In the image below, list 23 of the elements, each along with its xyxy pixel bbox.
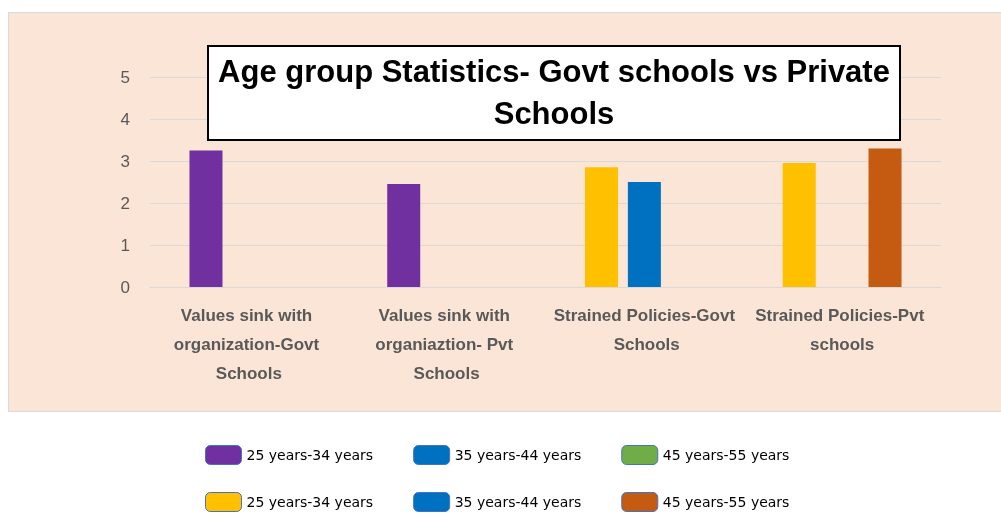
x-tick-label: Values sink with organiaztion- Pvt Schools: [375, 306, 518, 383]
legend-label: 25 years-34 years: [246, 447, 374, 463]
legend-label: 35 years-44 years: [454, 447, 582, 463]
x-tick-label: Strained Policies-Pvt schools: [755, 306, 930, 354]
y-tick-label: 3: [120, 151, 130, 171]
bar: [387, 184, 421, 287]
bar: [189, 150, 223, 287]
bar: [627, 182, 661, 287]
bar: [782, 163, 816, 287]
chart-title: Age group Statistics- Govt schools vs Private Schools: [207, 45, 901, 141]
bar: [868, 148, 902, 287]
y-tick-label: 1: [120, 235, 130, 255]
x-tick-label: Values sink with organization-Govt Schools: [173, 306, 324, 383]
legend-label: 35 years-44 years: [454, 494, 582, 510]
legend-label: 45 years-55 years: [662, 447, 790, 463]
x-tick-label: Strained Policies-Govt Schools: [553, 306, 736, 354]
legend-label: 25 years-34 years: [246, 494, 374, 510]
y-tick-label: 2: [120, 193, 130, 213]
legend-label: 45 years-55 years: [662, 494, 790, 510]
bar: [584, 167, 618, 287]
y-tick-label: 0: [120, 277, 130, 297]
y-tick-label: 4: [120, 109, 130, 129]
y-tick-label: 5: [120, 67, 130, 87]
